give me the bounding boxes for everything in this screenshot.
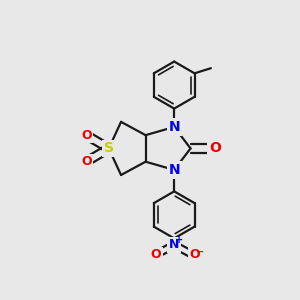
Text: O: O xyxy=(151,248,161,261)
Text: N: N xyxy=(168,120,180,134)
Text: O: O xyxy=(209,141,221,155)
Text: O: O xyxy=(189,248,200,261)
Text: N: N xyxy=(169,238,179,251)
Text: +: + xyxy=(175,236,183,245)
Text: N: N xyxy=(168,163,180,177)
Text: O: O xyxy=(81,129,92,142)
Text: −: − xyxy=(196,247,204,257)
Text: O: O xyxy=(81,155,92,168)
Text: S: S xyxy=(104,141,114,155)
